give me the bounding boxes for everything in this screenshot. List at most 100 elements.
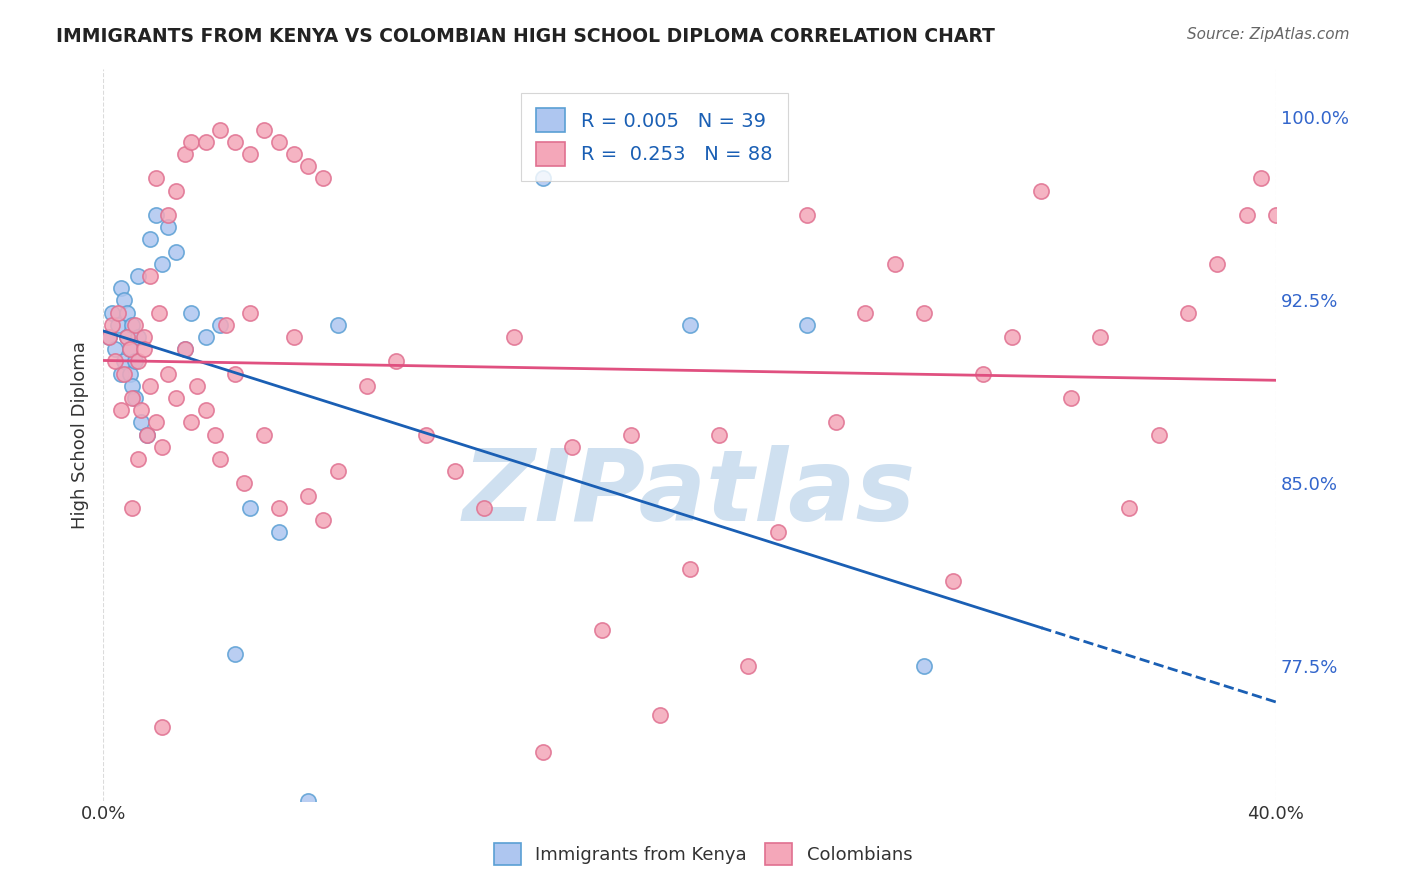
Point <box>156 367 179 381</box>
Point <box>855 305 877 319</box>
Point <box>194 403 217 417</box>
Point <box>118 342 141 356</box>
Point <box>912 305 935 319</box>
Point <box>139 268 162 283</box>
Point <box>107 305 129 319</box>
Point <box>215 318 238 332</box>
Point <box>1118 500 1140 515</box>
Point <box>591 623 613 637</box>
Point <box>180 416 202 430</box>
Point <box>531 171 554 186</box>
Point <box>121 500 143 515</box>
Point <box>972 367 994 381</box>
Point <box>115 305 138 319</box>
Point <box>156 220 179 235</box>
Legend: Immigrants from Kenya, Colombians: Immigrants from Kenya, Colombians <box>485 834 921 874</box>
Point <box>385 354 408 368</box>
Point <box>136 427 159 442</box>
Point <box>127 268 149 283</box>
Point <box>209 452 232 467</box>
Point <box>444 464 467 478</box>
Point <box>115 330 138 344</box>
Point <box>312 171 335 186</box>
Point <box>737 659 759 673</box>
Point <box>253 122 276 136</box>
Point <box>253 427 276 442</box>
Point <box>678 562 700 576</box>
Point <box>121 378 143 392</box>
Point <box>174 147 197 161</box>
Point <box>134 330 156 344</box>
Point <box>174 342 197 356</box>
Point <box>98 330 121 344</box>
Point <box>267 135 290 149</box>
Point <box>415 427 437 442</box>
Point <box>356 378 378 392</box>
Point <box>124 391 146 405</box>
Point <box>224 367 246 381</box>
Point <box>110 403 132 417</box>
Point <box>1236 208 1258 222</box>
Legend: R = 0.005   N = 39, R =  0.253   N = 88: R = 0.005 N = 39, R = 0.253 N = 88 <box>520 93 787 181</box>
Point <box>112 367 135 381</box>
Point <box>139 378 162 392</box>
Point <box>165 391 187 405</box>
Point <box>145 208 167 222</box>
Point <box>1147 427 1170 442</box>
Point <box>180 305 202 319</box>
Point <box>1031 184 1053 198</box>
Point <box>150 257 173 271</box>
Point <box>239 147 262 161</box>
Point <box>129 403 152 417</box>
Point <box>942 574 965 588</box>
Point <box>174 342 197 356</box>
Point <box>186 378 208 392</box>
Point <box>145 416 167 430</box>
Point <box>678 318 700 332</box>
Point <box>1265 208 1288 222</box>
Point <box>224 647 246 661</box>
Point <box>1177 305 1199 319</box>
Point <box>150 720 173 734</box>
Point <box>283 330 305 344</box>
Point <box>194 135 217 149</box>
Point <box>297 489 319 503</box>
Point <box>101 318 124 332</box>
Point <box>283 147 305 161</box>
Point <box>267 500 290 515</box>
Point <box>127 452 149 467</box>
Point <box>224 135 246 149</box>
Point <box>165 184 187 198</box>
Point <box>115 330 138 344</box>
Point <box>620 427 643 442</box>
Point <box>209 318 232 332</box>
Point <box>136 427 159 442</box>
Point <box>180 135 202 149</box>
Point <box>127 354 149 368</box>
Point <box>209 122 232 136</box>
Point <box>118 342 141 356</box>
Point <box>104 342 127 356</box>
Point <box>1031 867 1053 881</box>
Point <box>472 500 495 515</box>
Text: ZIPatlas: ZIPatlas <box>463 444 917 541</box>
Point <box>121 391 143 405</box>
Point <box>101 305 124 319</box>
Point <box>1250 171 1272 186</box>
Point <box>766 525 789 540</box>
Point <box>239 305 262 319</box>
Point <box>124 354 146 368</box>
Point <box>232 476 254 491</box>
Point <box>1060 391 1083 405</box>
Point <box>561 440 583 454</box>
Point <box>148 305 170 319</box>
Text: IMMIGRANTS FROM KENYA VS COLOMBIAN HIGH SCHOOL DIPLOMA CORRELATION CHART: IMMIGRANTS FROM KENYA VS COLOMBIAN HIGH … <box>56 27 995 45</box>
Point <box>145 171 167 186</box>
Point <box>1206 257 1229 271</box>
Text: Source: ZipAtlas.com: Source: ZipAtlas.com <box>1187 27 1350 42</box>
Point <box>883 257 905 271</box>
Point <box>112 293 135 308</box>
Point <box>1088 330 1111 344</box>
Point <box>312 513 335 527</box>
Point <box>104 354 127 368</box>
